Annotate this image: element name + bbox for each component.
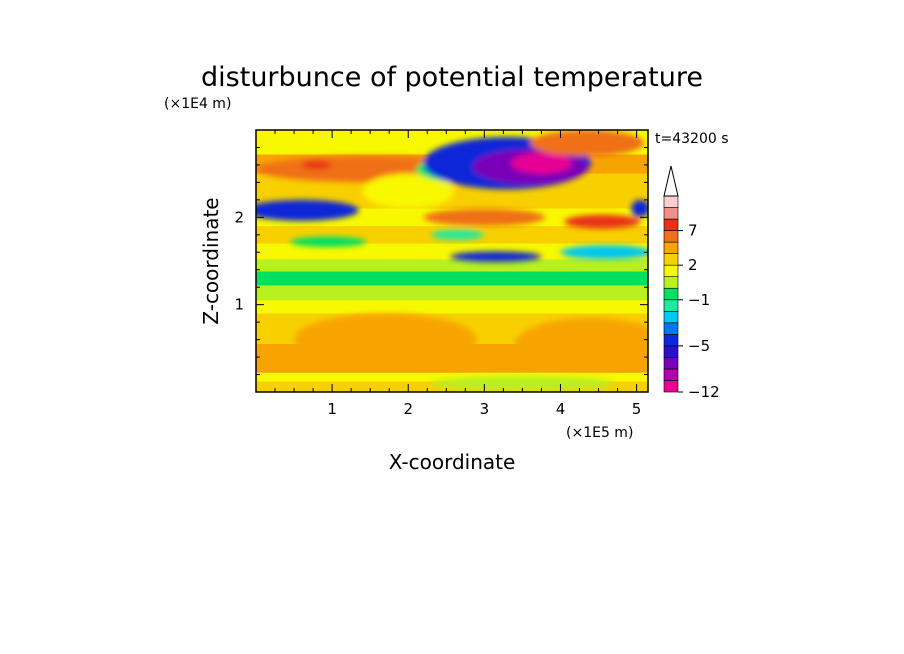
colorbar-label: −1 — [688, 291, 710, 309]
colorbar-swatch — [663, 207, 679, 220]
colorbar-swatch — [663, 322, 679, 335]
colorbar-swatch — [663, 287, 679, 301]
contour-feature — [431, 229, 485, 241]
time-label: t=43200 s — [655, 131, 729, 147]
x-tick-label: 4 — [556, 400, 566, 418]
contour-band — [256, 285, 648, 301]
contour-band — [256, 300, 648, 314]
colorbar-swatch — [663, 380, 679, 393]
colorbar-label: −5 — [688, 337, 710, 355]
contour-feature — [450, 251, 542, 262]
y-tick-label: 1 — [234, 296, 244, 314]
colorbar-swatch — [663, 345, 679, 358]
contour-band — [256, 372, 648, 382]
contour-feature — [301, 160, 333, 170]
colorbar-swatch — [663, 253, 679, 266]
x-tick-label: 2 — [403, 400, 413, 418]
contour-feature — [431, 376, 614, 391]
contour-feature — [560, 245, 648, 260]
contour-band — [256, 243, 648, 260]
y-tick-label: 2 — [234, 208, 244, 226]
x-axis: 1 2 3 4 5 — [255, 130, 642, 418]
colorbar-swatch — [663, 276, 679, 289]
colorbar-swatch — [663, 230, 679, 243]
contour-band — [256, 259, 648, 272]
chart-title: disturbunce of potential temperature — [201, 62, 703, 93]
contour-feature — [510, 152, 572, 174]
contour-band — [256, 271, 648, 286]
colorbar-label: 2 — [688, 256, 698, 274]
x-tick-label: 1 — [327, 400, 337, 418]
colorbar-swatch — [663, 299, 679, 312]
contour-feature — [564, 214, 641, 229]
colorbar-extend-arrow — [663, 165, 679, 197]
plot-frame — [255, 129, 649, 393]
colorbar: 7 2 −1 −5 −12 — [663, 165, 720, 401]
colorbar-label: 7 — [688, 222, 698, 240]
contour-feature — [294, 313, 477, 366]
colorbar-swatch — [663, 368, 679, 381]
x-tick-label: 3 — [480, 400, 490, 418]
contour-feature — [290, 236, 367, 248]
colorbar-swatch — [663, 195, 679, 208]
y-axis: 12 — [234, 146, 648, 376]
y-axis-label: Z-coordinate — [199, 197, 223, 324]
contour-feature — [631, 199, 648, 218]
colorbar-swatch — [663, 218, 679, 231]
colorbar-swatch — [663, 241, 679, 254]
colorbar-label: −12 — [688, 383, 720, 401]
colorbar-swatch — [663, 334, 679, 347]
colorbar-swatch — [663, 310, 679, 324]
x-unit-label: (×1E5 m) — [566, 425, 633, 441]
contour-feature — [423, 208, 546, 227]
contour-feature — [530, 130, 645, 157]
contour-feature — [514, 317, 648, 371]
colorbar-swatch — [663, 264, 679, 278]
y-unit-label: (×1E4 m) — [164, 96, 231, 112]
contour-feature — [362, 173, 454, 209]
contour-feature — [256, 199, 359, 221]
colorbar-swatch — [663, 357, 679, 370]
x-axis-label: X-coordinate — [389, 450, 516, 474]
feature-layer — [256, 130, 648, 391]
contour-field — [256, 130, 648, 392]
x-tick-label: 5 — [632, 400, 642, 418]
